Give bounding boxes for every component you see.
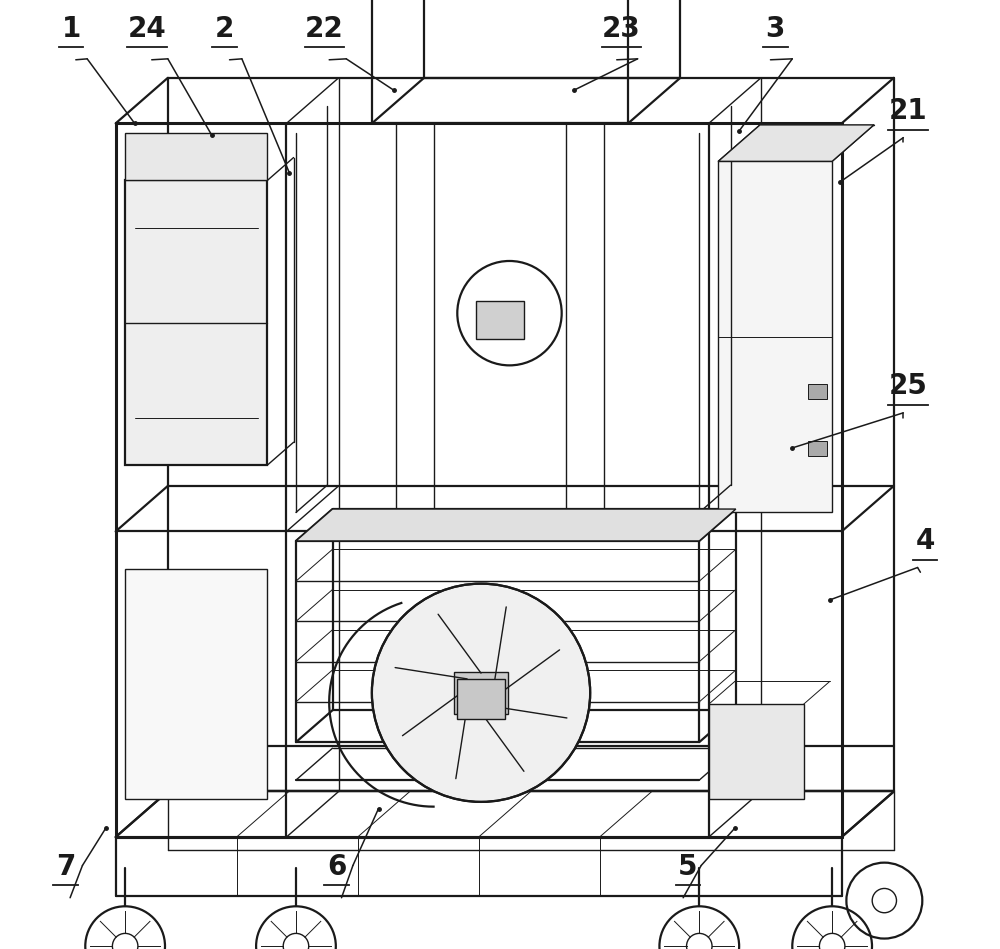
Polygon shape [718,125,874,161]
Bar [454,672,508,714]
Bar [709,704,804,799]
Text: 2: 2 [215,14,234,43]
Bar [808,384,827,399]
Bar [125,180,267,465]
Text: 21: 21 [889,97,927,125]
Text: 23: 23 [602,14,641,43]
Text: 22: 22 [305,14,344,43]
Bar [808,441,827,456]
Text: 6: 6 [327,852,346,881]
Text: 1: 1 [61,14,81,43]
Text: 4: 4 [915,527,935,555]
Bar [718,161,832,512]
Bar [457,679,505,719]
Text: 5: 5 [678,852,698,881]
Circle shape [372,584,590,802]
Text: 3: 3 [766,14,785,43]
Text: 24: 24 [128,14,166,43]
Bar [476,301,524,339]
Bar [125,569,267,799]
Bar [125,133,267,180]
Polygon shape [296,509,736,541]
Text: 25: 25 [889,372,928,400]
Text: 7: 7 [56,852,75,881]
